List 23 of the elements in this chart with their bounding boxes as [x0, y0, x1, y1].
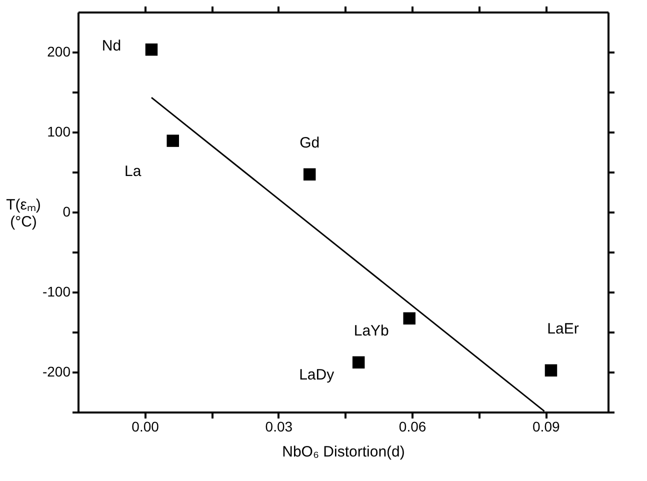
y-tick-label: 200: [47, 44, 71, 60]
point: [403, 312, 416, 325]
annotation: La: [124, 162, 142, 180]
annotation: LaEr: [547, 320, 579, 338]
x-axis-title: NbO₆ Distortion(d): [282, 444, 405, 460]
x-tick-label: 0.09: [532, 418, 560, 434]
y-tick-label: -100: [42, 284, 71, 300]
point: [303, 168, 316, 181]
x-tick-label: 0.06: [398, 418, 426, 434]
annotation: LaYb: [354, 322, 389, 340]
annotation: Nd: [102, 38, 122, 55]
point: [544, 364, 558, 377]
y-axis-title: T(εₘ) (°C): [6, 196, 41, 230]
point: [145, 43, 158, 56]
y-tick-label: 100: [47, 124, 71, 140]
annotation: Gd: [300, 134, 320, 152]
annotation: LaDy: [299, 366, 335, 384]
y-tick-label: -200: [42, 364, 71, 380]
y-tick-label: 0: [62, 204, 71, 220]
x-tick-label: 0.03: [265, 418, 293, 434]
point: [166, 134, 179, 147]
point: [352, 356, 365, 369]
x-tick-label: 0.00: [132, 418, 160, 434]
